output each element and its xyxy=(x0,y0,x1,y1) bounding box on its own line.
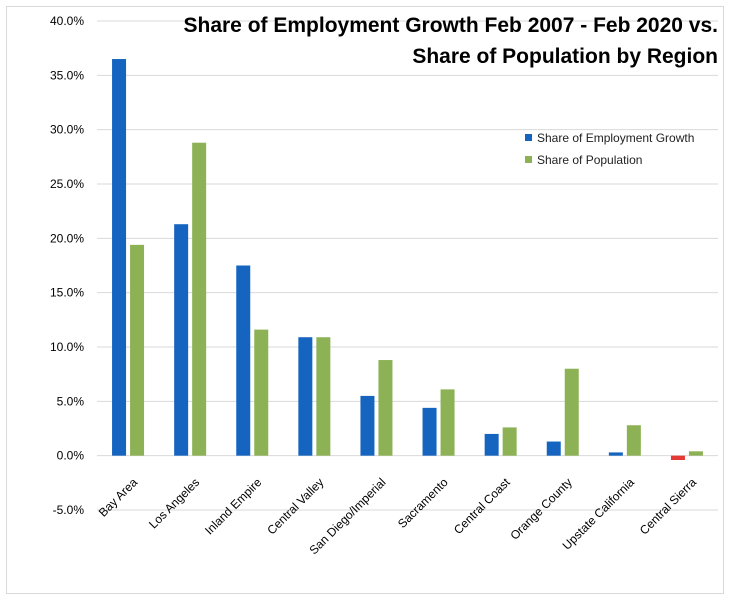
legend: Share of Employment Growth Share of Popu… xyxy=(525,131,694,167)
x-category-label: Inland Empire xyxy=(202,475,264,537)
x-category-label: Sacramento xyxy=(395,475,451,531)
legend-label-employment: Share of Employment Growth xyxy=(537,131,694,145)
chart-title-line-1: Share of Employment Growth Feb 2007 - Fe… xyxy=(184,14,719,37)
x-category-label: Bay Area xyxy=(96,475,141,520)
bars xyxy=(112,59,703,461)
x-category-label: Central Sierra xyxy=(637,475,699,537)
bar-population-los-angeles xyxy=(192,142,207,456)
legend-label-population: Share of Population xyxy=(537,153,642,167)
bar-employment-growth-orange-county xyxy=(546,441,561,456)
bar-population-central-valley xyxy=(316,337,331,456)
bar-employment-growth-san-diego-imperial xyxy=(360,395,375,456)
y-tick-label: -5.0% xyxy=(53,503,85,517)
bar-employment-growth-upstate-california xyxy=(608,452,623,456)
bar-population-inland-empire xyxy=(254,329,269,456)
bar-population-sacramento xyxy=(440,389,455,456)
x-category-label: Los Angeles xyxy=(146,475,202,531)
bar-population-san-diego-imperial xyxy=(378,360,393,456)
bar-population-central-sierra xyxy=(688,451,703,456)
x-category-label: Orange County xyxy=(507,475,574,542)
legend-swatch-population xyxy=(525,156,532,163)
bar-employment-growth-central-coast xyxy=(484,433,499,456)
bar-employment-growth-bay-area xyxy=(112,59,127,456)
bar-employment-growth-inland-empire xyxy=(236,265,251,456)
y-tick-label: 0.0% xyxy=(57,449,85,463)
legend-swatch-employment xyxy=(525,134,532,141)
bar-population-upstate-california xyxy=(626,425,641,456)
bar-employment-growth-central-sierra xyxy=(670,455,685,461)
y-tick-label: 20.0% xyxy=(50,231,84,245)
bar-population-bay-area xyxy=(130,244,145,456)
chart-title-line-2: Share of Population by Region xyxy=(412,45,718,68)
x-category-label: Central Coast xyxy=(451,475,513,537)
x-category-label: Central Valley xyxy=(264,475,326,537)
bar-employment-growth-central-valley xyxy=(298,337,313,456)
y-tick-label: 25.0% xyxy=(50,177,84,191)
y-tick-label: 15.0% xyxy=(50,286,84,300)
bar-population-central-coast xyxy=(502,427,517,456)
grid-lines xyxy=(97,20,718,511)
y-tick-label: 5.0% xyxy=(57,394,85,408)
y-tick-label: 40.0% xyxy=(50,14,84,28)
bar-employment-growth-los-angeles xyxy=(174,224,189,456)
bar-population-orange-county xyxy=(564,368,579,456)
y-tick-label: 35.0% xyxy=(50,68,84,82)
x-axis-categories: Bay Area Los Angeles Inland Empire Central … xyxy=(96,475,699,558)
y-tick-label: 10.0% xyxy=(50,340,84,354)
y-axis-ticks: -5.0% 0.0% 5.0% 10.0% 15.0% 20.0% 25.0% 30.0% 35… xyxy=(50,14,84,517)
y-tick-label: 30.0% xyxy=(50,123,84,137)
bar-employment-growth-sacramento xyxy=(422,407,437,456)
